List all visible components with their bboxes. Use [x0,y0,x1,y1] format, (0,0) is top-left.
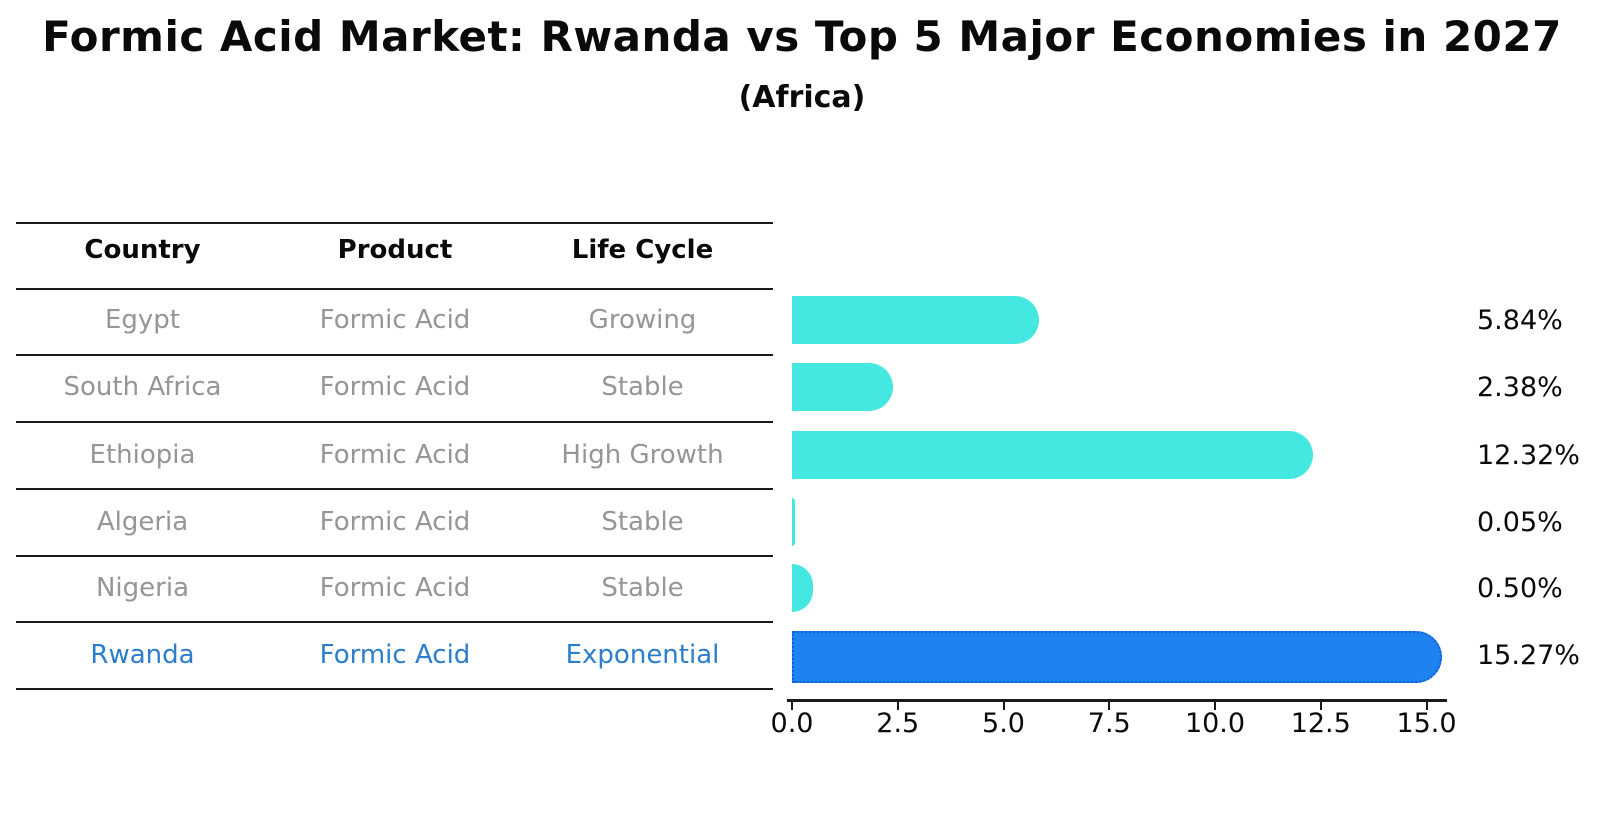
product-cell: Formic Acid [319,507,471,537]
country-cell: Rwanda [90,640,195,670]
x-axis-tick-label: 15.0 [1396,708,1457,739]
table-rule [16,488,773,490]
table-rule [16,354,773,356]
product-cell: Formic Acid [319,305,471,335]
value-label: 2.38% [1477,371,1563,403]
product-cell: Formic Acid [319,640,471,670]
bar-egypt [792,296,1040,344]
table-row: Nigeria Formic Acid Stable [0,571,773,605]
table-row: Algeria Formic Acid Stable [0,505,773,539]
country-cell: South Africa [63,372,222,402]
table-row: Ethiopia Formic Acid High Growth [0,438,773,472]
table-rule [16,288,773,290]
bar-chart [792,210,1472,710]
country-cell: Egypt [104,305,181,335]
x-axis-tick-label: 12.5 [1290,708,1351,739]
life-cycle-cell: Stable [601,372,684,402]
life-cycle-cell: Stable [601,573,684,603]
life-cycle-cell: Stable [601,507,684,537]
value-label: 12.32% [1477,439,1580,471]
bar-south-africa [792,363,893,411]
x-axis-tick [791,701,793,710]
value-label: 0.05% [1477,506,1563,538]
page-title: Formic Acid Market: Rwanda vs Top 5 Majo… [42,12,1562,61]
x-axis [787,699,1447,702]
x-axis-tick [1214,701,1216,710]
x-axis-tick [896,701,899,710]
table-rule [16,688,773,690]
life-cycle-cell: Growing [588,305,697,335]
x-axis-tick [1425,701,1428,710]
x-axis-tick [1319,701,1322,710]
header-country: Country [84,235,201,265]
table-row: Egypt Formic Acid Growing [0,303,773,337]
life-cycle-cell: Exponential [565,640,720,670]
table-rule [16,222,773,224]
table-row-highlight-rwanda: Rwanda Formic Acid Exponential [0,638,773,672]
x-axis-tick-label: 10.0 [1184,708,1246,739]
bar-ethiopia [792,431,1314,479]
page-subtitle: (Africa) [738,80,866,115]
x-axis-tick-label: 2.5 [876,708,920,739]
product-cell: Formic Acid [319,372,471,402]
bar-rwanda [792,631,1442,683]
x-axis-tick [1108,701,1111,710]
table-rule [16,621,773,623]
table-header-row: Country Product Life Cycle [0,233,773,267]
table-rule [16,555,773,557]
table-row: South Africa Formic Acid Stable [0,370,773,404]
x-axis-tick-label: 7.5 [1087,708,1131,739]
bar-algeria [792,498,795,546]
product-cell: Formic Acid [319,440,471,470]
product-cell: Formic Acid [319,573,471,603]
value-label: 15.27% [1477,639,1580,671]
bar-nigeria [792,564,814,612]
x-axis-tick-label: 0.0 [770,708,814,739]
life-cycle-cell: High Growth [561,440,724,470]
x-axis-tick-label: 5.0 [982,708,1025,739]
country-cell: Nigeria [95,573,190,603]
country-cell: Ethiopia [89,440,196,470]
country-cell: Algeria [96,507,189,537]
value-label: 0.50% [1477,572,1563,604]
value-label: 5.84% [1477,304,1563,336]
x-axis-tick [1002,701,1005,710]
table-rule [16,421,773,423]
header-product: Product [337,235,453,265]
header-life-cycle: Life Cycle [571,235,714,265]
